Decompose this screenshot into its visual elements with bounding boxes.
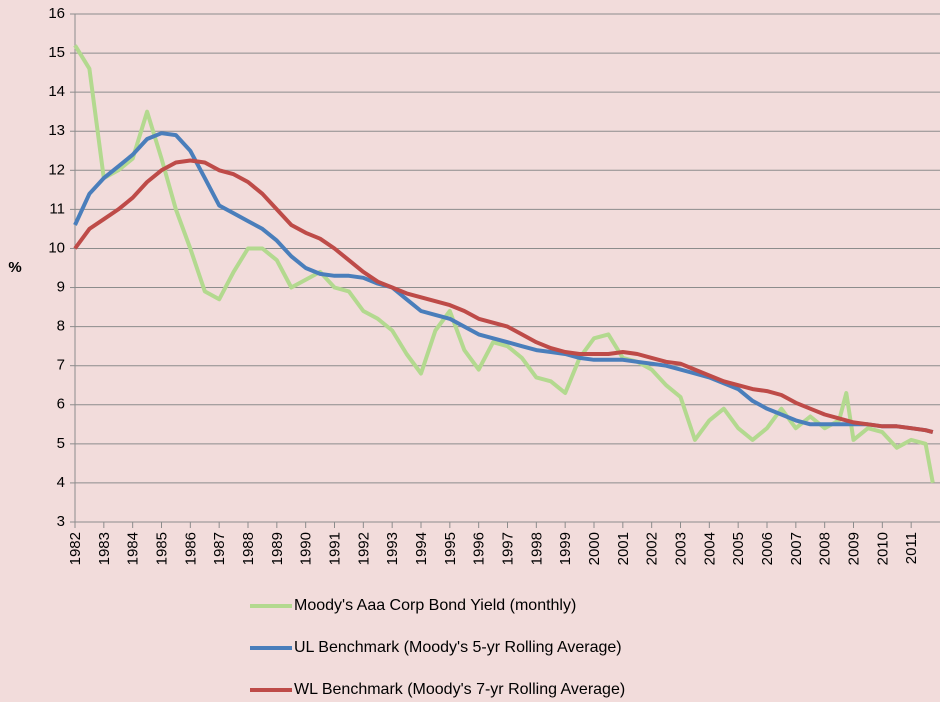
x-tick-label: 1985 [153,532,170,565]
y-tick-label: 11 [49,200,65,217]
x-tick-label: 1984 [125,532,142,565]
y-axis-label: % [8,259,21,276]
y-tick-label: 7 [57,357,65,374]
x-tick-label: 1993 [384,532,401,565]
y-tick-label: 14 [48,83,65,100]
legend-label: WL Benchmark (Moody's 7-yr Rolling Avera… [294,681,625,698]
x-tick-label: 1997 [499,532,516,565]
y-tick-label: 15 [48,44,65,61]
x-tick-label: 1995 [442,532,459,565]
x-tick-label: 1994 [413,532,430,565]
x-tick-label: 2009 [845,532,862,565]
legend-label: Moody's Aaa Corp Bond Yield (monthly) [294,597,576,614]
x-tick-label: 2007 [788,532,805,565]
y-tick-label: 5 [57,435,65,452]
legend-label: UL Benchmark (Moody's 5-yr Rolling Avera… [294,639,622,656]
y-tick-label: 6 [57,396,65,413]
x-tick-label: 1990 [298,532,315,565]
x-tick-label: 2005 [730,532,747,565]
series-line [73,44,935,484]
x-tick-label: 1996 [471,532,488,565]
y-tick-label: 16 [48,5,65,22]
x-tick-label: 2003 [672,532,689,565]
x-tick-label: 1983 [96,532,113,565]
y-tick-label: 9 [57,279,65,296]
x-tick-label: 2000 [586,532,603,565]
x-tick-label: 1999 [557,532,574,565]
x-tick-label: 1987 [211,532,228,565]
x-tick-label: 1991 [326,532,343,565]
x-tick-label: 1986 [182,532,199,565]
x-tick-label: 1982 [67,532,84,565]
y-tick-label: 8 [57,318,65,335]
y-tick-label: 12 [48,161,65,178]
x-tick-label: 2001 [615,532,632,565]
y-tick-label: 3 [57,513,65,530]
y-tick-label: 4 [57,474,65,491]
x-tick-label: 1989 [269,532,286,565]
x-tick-label: 2006 [759,532,776,565]
legend: Moody's Aaa Corp Bond Yield (monthly) UL … [250,597,625,698]
x-tick-label: 2002 [644,532,661,565]
x-tick-label: 2004 [701,532,718,565]
x-tick-label: 2008 [817,532,834,565]
x-tick-label: 2010 [874,532,891,565]
y-tick-label: 10 [48,239,65,256]
series-line [73,131,934,435]
x-tick-label: 1998 [528,532,545,565]
x-tick-label: 1992 [355,532,372,565]
y-tick-label: 13 [48,122,65,139]
x-tick-label: 1988 [240,532,257,565]
x-tick-label: 2011 [903,532,920,564]
series-line [73,158,934,435]
